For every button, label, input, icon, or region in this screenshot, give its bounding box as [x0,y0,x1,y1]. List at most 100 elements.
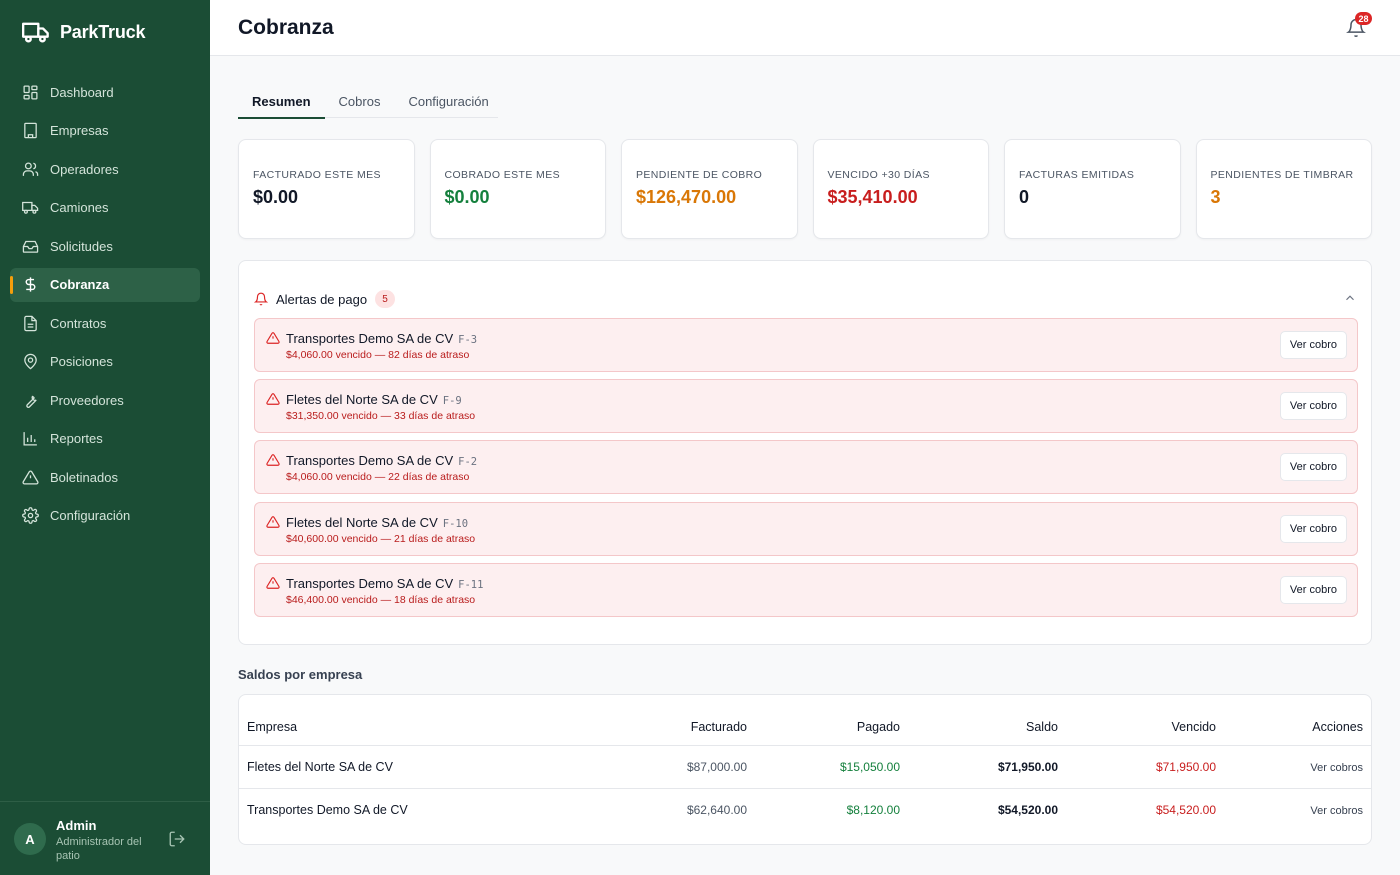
sidebar-item-label: Configuración [50,508,131,523]
alert-invoice: F-11 [458,578,484,591]
cell-company: Transportes Demo SA de CV [247,802,408,817]
alerts-title: Alertas de pago [276,291,368,307]
kpi-label: Pendiente de cobro [636,169,763,181]
kpi-card-facturas: Facturas emitidas 0 [1004,139,1181,239]
sidebar-item-camiones[interactable]: Camiones [10,191,200,225]
alert-company: Fletes del Norte SA de CV F-10 [286,515,468,530]
notification-badge: 28 [1355,12,1372,25]
alert-company-name: Fletes del Norte SA de CV [286,514,438,530]
map-pin-icon [24,353,37,370]
document-icon [24,315,37,331]
sidebar: ParkTruck Dashboard Empresas Operadores … [0,0,210,875]
chevron-up-icon[interactable] [1343,291,1357,305]
sidebar-item-reportes[interactable]: Reportes [10,422,200,456]
alert-list: Transportes Demo SA de CV F-3 $4,060.00 v… [254,318,1358,624]
alert-company: Fletes del Norte SA de CV F-9 [286,392,462,407]
sidebar-item-dashboard[interactable]: Dashboard [10,75,200,109]
gear-icon [22,507,39,524]
cell-balance: $54,520.00 [997,802,1058,817]
kpi-label: Vencido +30 días [827,169,930,181]
cell-paid: $15,050.00 [755,745,908,789]
user-role: Administrador del patio [56,836,142,862]
brand[interactable]: ParkTruck [22,18,145,46]
warning-icon [266,454,280,467]
alert-detail: $40,600.00 vencido — 21 días de atraso [286,532,476,545]
kpi-value: $35,410.00 [827,187,918,207]
kpi-value: $126,470.00 [636,187,737,207]
kpi-label: Pendientes de timbrar [1210,169,1354,181]
logout-icon[interactable] [168,830,186,848]
sidebar-item-label: Boletinados [50,469,118,485]
building-icon [24,122,37,139]
column-header-pagado: Pagado [755,695,908,746]
column-header-vencido: Vencido [1066,695,1224,746]
balances-table: Empresa Facturado Pagado Saldo Vencido A… [239,695,1371,831]
sidebar-item-label: Contratos [50,315,107,331]
page-header: Cobranza 28 [210,0,1400,56]
alert-detail: $46,400.00 vencido — 18 días de atraso [286,593,476,606]
truck-icon [22,201,39,214]
alert-company-name: Transportes Demo SA de CV [286,453,454,469]
alert-company-name: Transportes Demo SA de CV [286,331,454,346]
column-header-empresa: Empresa [239,695,579,746]
cell-paid: $8,120.00 [846,802,900,817]
sidebar-item-label: Empresas [50,123,109,138]
alert-item: Transportes Demo SA de CV F-11 $46,400.00… [254,562,1358,617]
alerts-count-badge: 5 [375,290,396,308]
ver-cobro-button[interactable]: Ver cobro [1279,575,1347,604]
truck-icon [22,22,49,43]
cell-actions: Ver cobros [1224,788,1371,831]
alert-invoice: F-9 [442,395,462,408]
kpi-label: Cobrado este mes [444,169,561,181]
inbox-icon [22,240,39,253]
warning-icon [266,515,280,528]
dashboard-icon [23,84,38,100]
bell-icon [254,292,268,306]
bar-chart-icon [23,432,37,446]
column-header-facturado: Facturado [579,695,755,746]
sidebar-item-empresas[interactable]: Empresas [10,114,200,148]
cell-due: $71,950.00 [1066,745,1224,789]
ver-cobro-button[interactable]: Ver cobro [1279,514,1347,543]
payment-alerts-panel: Alertas de pago 5 Transportes Demo SA de… [238,260,1372,645]
ver-cobros-link[interactable]: Ver cobros [1310,761,1363,774]
sidebar-item-configuracion[interactable]: Configuración [10,499,200,533]
ver-cobros-link[interactable]: Ver cobros [1310,804,1363,817]
balances-table-card: Empresa Facturado Pagado Saldo Vencido A… [238,694,1372,845]
ver-cobro-button[interactable]: Ver cobro [1279,453,1347,482]
tab-configuracion[interactable]: Configuración [408,93,489,109]
cell-billed: $62,640.00 [686,802,747,817]
warning-icon [22,469,39,485]
user-name: Admin [56,818,97,833]
sidebar-item-contratos[interactable]: Contratos [10,306,200,340]
alert-invoice: F-10 [442,517,469,530]
kpi-card-vencido: Vencido +30 días $35,410.00 [812,139,989,239]
table-row: Fletes del Norte SA de CV $87,000.00 $15… [239,745,1371,789]
ver-cobro-button[interactable]: Ver cobro [1279,331,1347,359]
cell-billed: $87,000.00 [579,745,755,789]
cell-actions: Ver cobros [1224,745,1371,789]
alert-detail: $31,350.00 vencido — 33 días de atraso [286,410,476,423]
sidebar-item-boletinados[interactable]: Boletinados [10,460,200,494]
kpi-cards: Facturado este mes $0.00 Cobrado este me… [238,139,1372,239]
ver-cobro-button[interactable]: Ver cobro [1279,392,1347,421]
column-header-acciones: Acciones [1224,695,1371,746]
cell-due: $54,520.00 [1155,802,1216,817]
sidebar-item-label: Cobranza [50,277,110,292]
sidebar-item-operadores[interactable]: Operadores [10,152,200,186]
kpi-value: 0 [1019,187,1030,207]
sidebar-item-proveedores[interactable]: Proveedores [10,383,200,417]
alert-company: Transportes Demo SA de CV F-11 [286,576,483,591]
sidebar-item-label: Operadores [50,161,119,177]
sidebar-item-cobranza[interactable]: Cobranza [10,267,200,302]
sidebar-item-posiciones[interactable]: Posiciones [10,345,200,379]
tab-cobros[interactable]: Cobros [338,93,381,109]
cell-balance: $71,950.00 [908,745,1066,789]
column-header-saldo: Saldo [908,695,1066,746]
sidebar-item-solicitudes[interactable]: Solicitudes [10,229,200,263]
alert-invoice: F-3 [458,334,478,346]
alert-detail: $4,060.00 vencido — 82 días de atraso [286,349,470,361]
table-row: Transportes Demo SA de CV $62,640.00 $8,… [239,788,1371,831]
user-panel: A Admin Administrador del patio [0,801,210,875]
tab-resumen[interactable]: Resumen [238,84,325,119]
